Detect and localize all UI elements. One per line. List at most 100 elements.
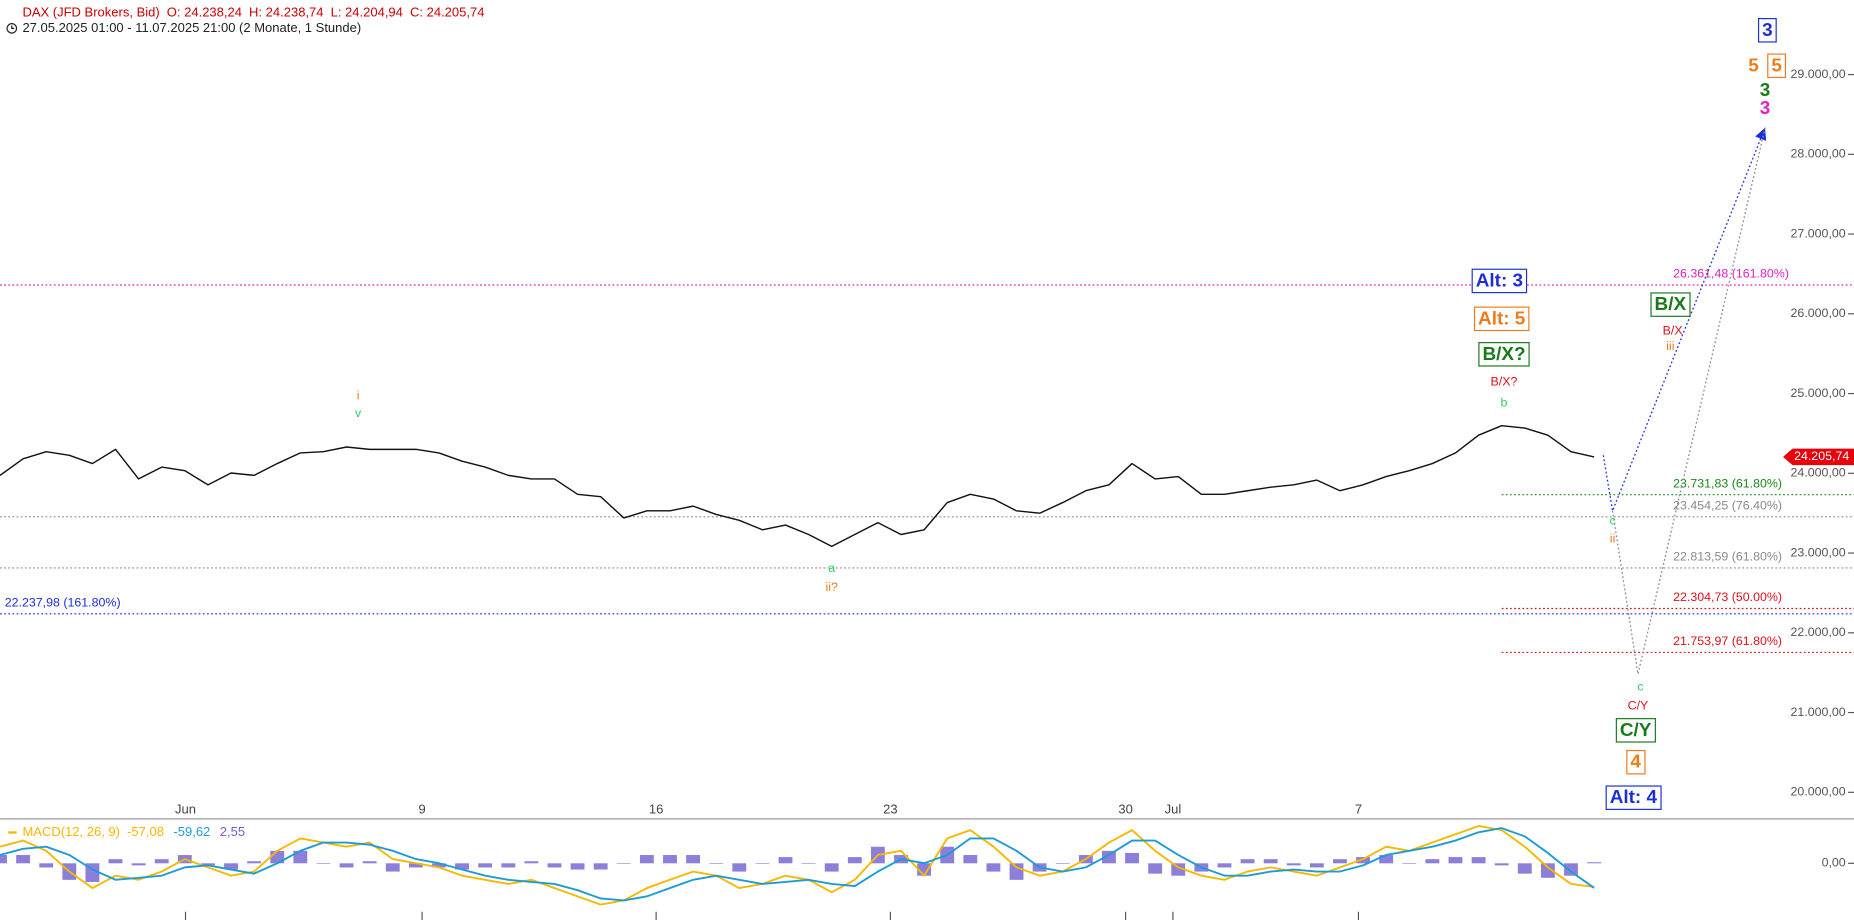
macd-legend-value: -59,62 <box>173 824 210 839</box>
wave-annotation: 3 <box>1760 98 1771 119</box>
macd-histogram-bar <box>1217 863 1232 868</box>
y-tick-label: 29.000,00 <box>1791 67 1846 81</box>
wave-annotation: Alt: 4 <box>1605 785 1662 810</box>
macd-histogram-bar <box>1055 863 1070 864</box>
macd-histogram-bar <box>432 863 446 868</box>
macd-histogram-bar <box>593 863 608 870</box>
macd-title: MACD(12, 26, 9) <box>22 824 120 839</box>
macd-histogram-bar <box>1263 859 1278 864</box>
wave-annotation: 5 <box>1748 55 1759 76</box>
x-tick-label: Jul <box>1165 801 1182 816</box>
wave-label: 3 <box>1760 80 1771 101</box>
macd-histogram-bar <box>224 863 238 870</box>
macd-histogram-bar <box>686 855 701 864</box>
macd-histogram-bar <box>200 863 215 866</box>
header-high: H: 24.238,74 <box>249 4 323 19</box>
macd-histogram-bar <box>362 861 377 864</box>
wave-box <box>1650 292 1691 317</box>
macd-histogram-bar <box>732 863 747 872</box>
level-label: 22.813,59 (61.80%) <box>1673 550 1782 564</box>
y-tick-label: 20.000,00 <box>1791 785 1846 799</box>
x-tick-label: 16 <box>649 801 663 816</box>
wave-label: c <box>1637 679 1643 693</box>
macd-histogram-bar <box>801 863 816 864</box>
wave-annotation: 5 <box>1767 53 1787 79</box>
macd-histogram-bar <box>1587 862 1602 864</box>
macd-histogram-bar <box>755 863 770 864</box>
macd-histogram-bar <box>108 859 123 864</box>
wave-label: B/X <box>1655 294 1687 315</box>
projection-path <box>1611 127 1766 675</box>
macd-histogram-bar <box>1240 859 1255 864</box>
macd-histogram-bar <box>1102 850 1116 864</box>
macd-histogram-bar <box>1564 863 1578 876</box>
macd-histogram-bar <box>1286 863 1301 866</box>
wave-label: 3 <box>1762 20 1773 41</box>
macd-histogram-bar <box>154 859 169 864</box>
last-price-label: 24.205,74 <box>1794 449 1849 463</box>
macd-legend-value: 2,55 <box>220 824 245 839</box>
level-label: 23.454,25 (76.40%) <box>1673 498 1782 512</box>
x-tick-label: 7 <box>1355 801 1362 816</box>
header-range: 27.05.2025 01:00 - 11.07.2025 21:00 (2 M… <box>22 20 361 35</box>
wave-label: B/X? <box>1482 344 1525 365</box>
macd-histogram-bar <box>1402 863 1417 864</box>
y-tick-label: 28.000,00 <box>1791 147 1846 161</box>
wave-annotation: ii <box>1610 532 1616 546</box>
y-tick-label: 21.000,00 <box>1791 705 1846 719</box>
price-line <box>0 424 1595 548</box>
wave-annotation: c <box>1637 679 1643 693</box>
macd-histogram-bar <box>316 863 331 864</box>
y-tick-label: 26.000,00 <box>1791 306 1846 320</box>
macd-histogram-bar <box>1009 863 1024 880</box>
wave-label: Alt: 3 <box>1476 270 1523 291</box>
macd-line <box>0 827 1595 902</box>
level-label: 23.731,83 (61.80%) <box>1673 476 1782 490</box>
macd-histogram-bar <box>616 863 631 864</box>
wave-annotation: B/X <box>1650 292 1691 317</box>
wave-label: i <box>357 388 360 402</box>
macd-histogram-bar <box>1148 863 1163 874</box>
macd-histogram-bar <box>0 855 7 864</box>
wave-label: B/X? <box>1491 374 1518 388</box>
clock-hands <box>11 25 15 29</box>
wave-annotation: Alt: 5 <box>1473 306 1530 332</box>
macd-histogram-bar <box>131 863 146 866</box>
macd-histogram-bar <box>847 857 862 864</box>
macd-histogram-bar <box>1517 863 1532 874</box>
macd-histogram-bar <box>639 855 654 864</box>
wave-label: b <box>1501 396 1508 410</box>
wave-annotation: C/Y <box>1628 698 1649 712</box>
macd-histogram-bar <box>455 863 469 870</box>
header-close: C: 24.205,74 <box>410 4 484 19</box>
macd-histogram-bar <box>1425 859 1440 864</box>
wave-annotation: 3 <box>1757 18 1777 43</box>
macd-histogram-bar <box>709 863 724 864</box>
header-open: O: 24.238,24 <box>167 4 242 19</box>
wave-annotation: c <box>1609 514 1615 528</box>
wave-box <box>1605 785 1662 810</box>
header-low: L: 24.204,94 <box>331 4 403 19</box>
wave-box <box>1471 268 1528 294</box>
header-symbol: DAX (JFD Brokers, Bid) <box>22 4 159 19</box>
wave-annotation: i <box>357 388 360 402</box>
macd-histogram-bar <box>1471 857 1486 864</box>
macd-histogram-bar <box>663 855 677 864</box>
macd-histogram-bar <box>293 850 308 864</box>
last-price-tag <box>1783 448 1854 466</box>
macd-y-tick-label: 0,00 <box>1822 856 1846 870</box>
wave-annotation: Alt: 3 <box>1471 268 1528 294</box>
wave-box <box>1626 749 1646 775</box>
macd-histogram-bar <box>501 863 516 868</box>
macd-histogram-bar <box>986 863 1001 872</box>
y-tick-label: 23.000,00 <box>1791 545 1846 559</box>
macd-histogram-bar <box>385 863 400 872</box>
wave-label: Alt: 5 <box>1478 308 1525 329</box>
macd-histogram-bar <box>1448 857 1463 864</box>
macd-histogram-bar <box>547 863 562 868</box>
level-label: 21.753,97 (61.80%) <box>1673 634 1782 648</box>
wave-annotation: C/Y <box>1615 718 1656 743</box>
